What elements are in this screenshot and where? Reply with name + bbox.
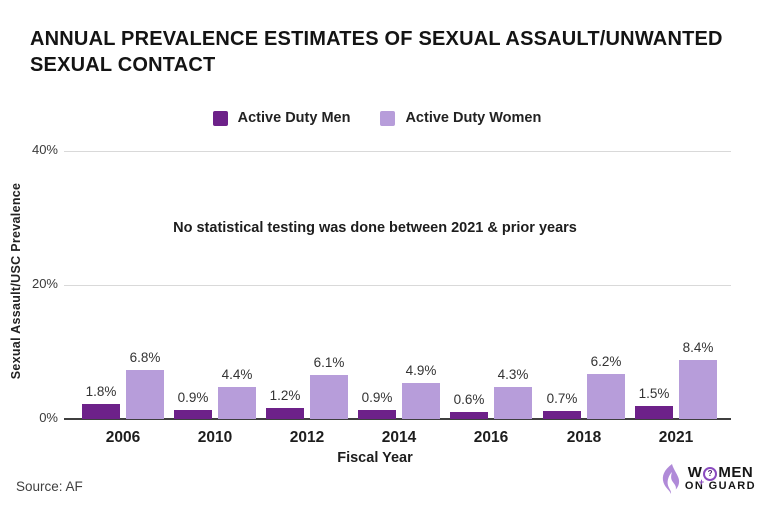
- chart-title-line1: ANNUAL PREVALENCE ESTIMATES OF SEXUAL AS…: [30, 28, 723, 50]
- y-tick-label: 20%: [31, 276, 58, 291]
- x-tick-label-2021: 2021: [658, 429, 694, 446]
- bar-women-2010: [218, 387, 256, 419]
- y-tick-label: 40%: [31, 142, 58, 157]
- bar-men-2010: [174, 410, 212, 419]
- annotation-text: No statistical testing was done between …: [173, 220, 577, 236]
- legend-label-men: Active Duty Men: [237, 110, 351, 126]
- bar-women-2012: [310, 375, 348, 419]
- bar-value-label: 6.8%: [129, 350, 161, 365]
- bar-value-label: 1.8%: [85, 384, 117, 399]
- source-note: Source: AF: [16, 479, 83, 494]
- female-symbol-icon: ?: [703, 467, 718, 482]
- chart-title-line2: SEXUAL CONTACT: [30, 54, 216, 77]
- bar-women-2014: [402, 383, 440, 419]
- x-axis-title: Fiscal Year: [337, 450, 413, 466]
- bar-value-label: 0.9%: [177, 390, 209, 405]
- bar-value-label: 0.6%: [453, 392, 485, 407]
- logo-text: W ? MEN ON GUARD +: [685, 465, 756, 492]
- bar-value-label: 8.4%: [682, 340, 714, 355]
- female-symbol-cross-icon: +: [698, 477, 706, 488]
- x-tick-label-2014: 2014: [381, 429, 417, 446]
- bar-value-label: 4.3%: [497, 367, 529, 382]
- legend-label-women: Active Duty Women: [405, 110, 542, 126]
- bar-men-2006: [82, 404, 120, 419]
- bar-men-2012: [266, 408, 304, 419]
- bar-value-label: 4.9%: [405, 363, 437, 378]
- x-tick-label-2018: 2018: [566, 429, 602, 446]
- logo-line2-text: ON GUARD: [684, 480, 756, 493]
- x-tick-label-2012: 2012: [289, 429, 325, 446]
- x-tick-label-2010: 2010: [197, 429, 233, 446]
- bar-value-label: 6.2%: [590, 354, 622, 369]
- flame-icon: [662, 464, 680, 494]
- bar-value-label: 0.7%: [546, 391, 578, 406]
- x-tick-label-2006: 2006: [105, 429, 141, 446]
- y-tick-label: 0%: [39, 410, 58, 425]
- bar-women-2018: [587, 374, 625, 419]
- gridline-20%: [64, 285, 731, 286]
- women-swatch-icon: [380, 110, 396, 126]
- legend-item-women: Active Duty Women: [380, 110, 541, 126]
- bar-value-label: 6.1%: [313, 355, 345, 370]
- bar-men-2014: [358, 410, 396, 419]
- bar-men-2016: [450, 412, 488, 419]
- logo-word1-start: W: [687, 464, 703, 482]
- bar-value-label: 1.5%: [638, 386, 670, 401]
- bar-value-label: 1.2%: [269, 388, 301, 403]
- men-swatch-icon: [212, 110, 228, 126]
- bar-value-label: 4.4%: [221, 367, 253, 382]
- x-tick-label-2016: 2016: [473, 429, 509, 446]
- brand-logo: W ? MEN ON GUARD +: [659, 463, 756, 495]
- bar-women-2016: [494, 387, 532, 419]
- bar-women-2006: [126, 370, 164, 419]
- bar-value-label: 0.9%: [361, 390, 393, 405]
- logo-word1-end: MEN: [718, 464, 754, 482]
- bar-men-2018: [543, 411, 581, 419]
- bar-women-2021: [679, 360, 717, 419]
- logo-line2: ON GUARD +: [684, 477, 756, 493]
- logo-line1: W ? MEN: [687, 464, 754, 482]
- x-axis-line: [64, 418, 731, 420]
- logo-emblem: ?: [707, 469, 714, 479]
- legend: Active Duty Men Active Duty Women: [0, 110, 768, 126]
- bar-men-2021: [635, 406, 673, 419]
- chart-title: ANNUAL PREVALENCE ESTIMATES OF SEXUAL AS…: [30, 26, 744, 79]
- gridline-40%: [64, 151, 731, 152]
- legend-item-men: Active Duty Men: [212, 110, 351, 126]
